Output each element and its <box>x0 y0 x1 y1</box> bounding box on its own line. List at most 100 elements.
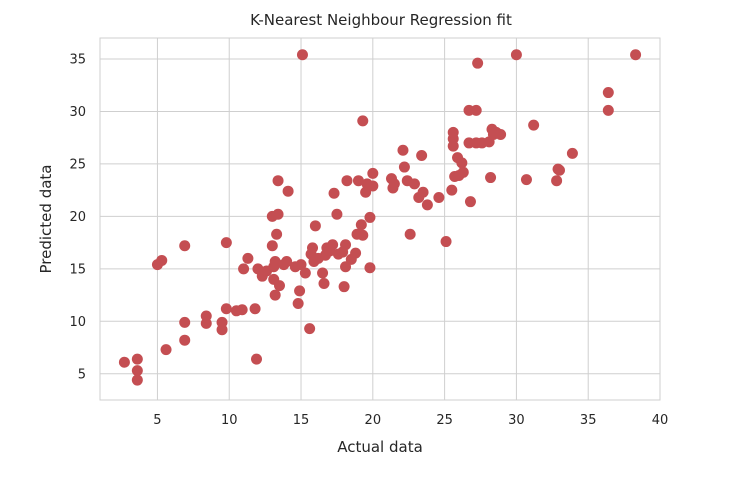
data-point <box>131 374 143 386</box>
y-tick-label: 35 <box>69 52 86 67</box>
x-tick-label: 25 <box>436 413 453 428</box>
data-point <box>630 49 642 61</box>
y-tick-label: 25 <box>69 157 86 172</box>
data-points <box>118 49 642 386</box>
data-point <box>357 229 369 241</box>
data-point <box>281 255 293 267</box>
x-tick-label: 10 <box>221 413 238 428</box>
data-point <box>421 199 433 211</box>
data-point <box>367 167 379 179</box>
grid <box>100 38 661 400</box>
y-tick-label: 15 <box>69 262 86 277</box>
data-point <box>307 242 319 254</box>
data-point <box>216 316 228 328</box>
data-point <box>360 186 372 198</box>
data-point <box>294 285 306 297</box>
data-point <box>309 220 321 232</box>
data-point <box>464 196 476 208</box>
data-point <box>456 157 468 169</box>
data-point <box>417 186 429 198</box>
data-point <box>317 267 329 279</box>
data-point <box>528 119 540 131</box>
y-tick-label: 10 <box>69 315 86 330</box>
data-point <box>364 211 376 223</box>
data-point <box>179 316 191 328</box>
data-point <box>156 254 168 266</box>
x-tick-label: 5 <box>153 413 161 428</box>
data-point <box>433 191 445 203</box>
data-point <box>602 104 614 116</box>
x-axis-label: Actual data <box>337 438 423 456</box>
data-point <box>271 228 283 240</box>
data-point <box>341 175 353 187</box>
data-point <box>200 317 212 329</box>
data-point <box>510 49 522 61</box>
data-point <box>364 262 376 274</box>
data-point <box>269 289 281 301</box>
data-point <box>485 172 497 184</box>
data-point <box>602 87 614 99</box>
data-point <box>350 247 362 259</box>
data-point <box>470 104 482 116</box>
data-point <box>520 174 532 186</box>
y-tick-label: 5 <box>78 367 86 382</box>
data-point <box>220 303 232 315</box>
data-point <box>269 255 281 267</box>
y-tick-label: 20 <box>69 210 86 225</box>
data-point <box>160 344 172 356</box>
data-point <box>131 365 143 377</box>
data-point <box>398 161 410 173</box>
data-point <box>299 267 311 279</box>
data-point <box>566 147 578 159</box>
data-point <box>272 175 284 187</box>
data-point <box>408 178 420 190</box>
data-point <box>388 178 400 190</box>
data-point <box>327 239 339 251</box>
plot-area <box>99 37 661 401</box>
data-point <box>457 166 469 178</box>
data-point <box>238 263 250 275</box>
data-point <box>416 150 428 162</box>
data-point <box>495 129 507 141</box>
data-point <box>404 228 416 240</box>
data-point <box>397 144 409 156</box>
x-tick-label: 35 <box>580 413 597 428</box>
data-point <box>273 280 285 292</box>
data-point <box>318 278 330 290</box>
data-point <box>266 240 278 252</box>
y-axis-label: Predicted data <box>37 165 55 274</box>
data-point <box>242 252 254 264</box>
data-point <box>328 187 340 199</box>
data-point <box>251 353 263 365</box>
data-point <box>331 208 343 220</box>
data-point <box>272 208 284 220</box>
x-tick-label: 15 <box>293 413 310 428</box>
data-point <box>295 259 307 271</box>
x-tick-label: 20 <box>365 413 382 428</box>
data-point <box>440 236 452 248</box>
data-point <box>236 304 248 316</box>
data-point <box>118 356 130 368</box>
data-point <box>446 184 458 196</box>
data-point <box>355 219 367 231</box>
data-point <box>357 115 369 127</box>
data-point <box>447 126 459 138</box>
data-point <box>304 323 316 335</box>
data-point <box>179 240 191 252</box>
data-point <box>292 297 304 309</box>
data-point <box>179 334 191 346</box>
data-point <box>220 237 232 249</box>
data-point <box>282 185 294 197</box>
data-point <box>472 57 484 69</box>
data-point <box>131 353 143 365</box>
data-point <box>338 281 350 293</box>
y-tick-label: 30 <box>69 105 86 120</box>
tick-labels: 5 10 15 20 25 30 35 40 5 10 15 20 25 30 35 <box>69 52 668 428</box>
data-point <box>352 175 364 187</box>
data-point <box>340 239 352 251</box>
data-point <box>296 49 308 61</box>
data-point <box>553 164 565 176</box>
chart-title: K-Nearest Neighbour Regression fit <box>250 11 512 29</box>
x-tick-label: 30 <box>508 413 525 428</box>
